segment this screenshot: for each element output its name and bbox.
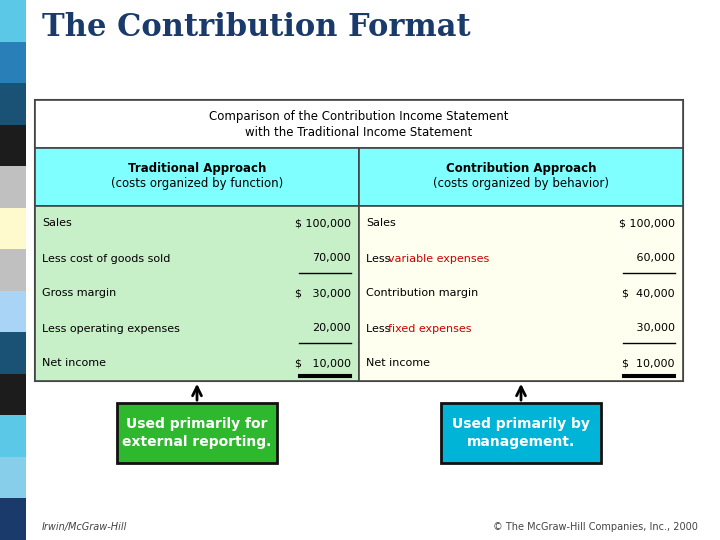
Bar <box>0 249 26 291</box>
Bar <box>35 148 359 206</box>
Text: $   10,000: $ 10,000 <box>295 359 351 368</box>
Text: Sales: Sales <box>366 219 396 228</box>
Text: Contribution Approach: Contribution Approach <box>446 162 596 175</box>
Text: Gross margin: Gross margin <box>42 288 116 299</box>
Text: Less: Less <box>366 253 394 264</box>
Bar <box>0 166 26 208</box>
Text: Less cost of goods sold: Less cost of goods sold <box>42 253 171 264</box>
Text: Less operating expenses: Less operating expenses <box>42 323 180 334</box>
Text: Net income: Net income <box>42 359 106 368</box>
Text: 70,000: 70,000 <box>312 253 351 264</box>
Bar <box>0 291 26 332</box>
Bar <box>35 100 683 381</box>
Bar <box>0 374 26 415</box>
Bar <box>0 498 26 540</box>
Bar <box>0 42 26 83</box>
Text: $  10,000: $ 10,000 <box>623 359 675 368</box>
Text: with the Traditional Income Statement: with the Traditional Income Statement <box>246 126 472 139</box>
Bar <box>0 0 26 42</box>
Text: $ 100,000: $ 100,000 <box>295 219 351 228</box>
Bar <box>35 206 359 381</box>
Text: variable expenses: variable expenses <box>389 253 490 264</box>
Text: 20,000: 20,000 <box>312 323 351 334</box>
Bar <box>117 403 277 463</box>
Bar <box>0 125 26 166</box>
Text: (costs organized by behavior): (costs organized by behavior) <box>433 177 609 190</box>
Text: Sales: Sales <box>42 219 72 228</box>
Text: $   30,000: $ 30,000 <box>295 288 351 299</box>
Bar <box>35 100 683 148</box>
Text: $ 100,000: $ 100,000 <box>619 219 675 228</box>
Text: Irwin/McGraw-Hill: Irwin/McGraw-Hill <box>42 522 127 532</box>
Bar <box>0 415 26 457</box>
Text: (costs organized by function): (costs organized by function) <box>111 177 283 190</box>
Bar <box>0 457 26 498</box>
Text: Contribution margin: Contribution margin <box>366 288 478 299</box>
Text: Used primarily by
management.: Used primarily by management. <box>452 417 590 449</box>
Bar <box>441 403 601 463</box>
Text: 60,000: 60,000 <box>633 253 675 264</box>
Bar <box>0 332 26 374</box>
Text: fixed expenses: fixed expenses <box>389 323 472 334</box>
Bar <box>0 83 26 125</box>
Text: Used primarily for
external reporting.: Used primarily for external reporting. <box>122 417 271 449</box>
Text: Traditional Approach: Traditional Approach <box>128 162 266 175</box>
Text: Net income: Net income <box>366 359 430 368</box>
Text: 30,000: 30,000 <box>633 323 675 334</box>
Text: © The McGraw-Hill Companies, Inc., 2000: © The McGraw-Hill Companies, Inc., 2000 <box>493 522 698 532</box>
Bar <box>0 208 26 249</box>
Bar <box>359 206 683 381</box>
Text: Less: Less <box>366 323 394 334</box>
Bar <box>359 148 683 206</box>
Text: Comparison of the Contribution Income Statement: Comparison of the Contribution Income St… <box>210 110 509 123</box>
Text: $  40,000: $ 40,000 <box>622 288 675 299</box>
Text: The Contribution Format: The Contribution Format <box>42 12 471 43</box>
